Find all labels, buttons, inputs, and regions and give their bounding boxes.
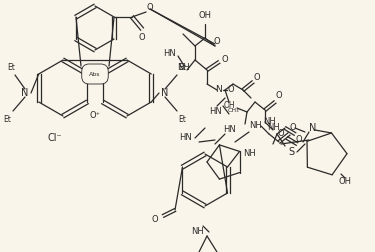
Text: Cl⁻: Cl⁻ xyxy=(48,133,62,143)
Text: OH: OH xyxy=(198,12,211,20)
Text: HN: HN xyxy=(209,108,221,116)
Text: NH: NH xyxy=(190,228,203,236)
Text: O: O xyxy=(276,91,282,101)
Text: N: N xyxy=(161,88,169,98)
Text: Et: Et xyxy=(178,114,186,123)
Text: O: O xyxy=(254,74,260,82)
Text: NH: NH xyxy=(177,64,189,73)
Text: HN: HN xyxy=(178,134,191,142)
Text: Et: Et xyxy=(178,64,186,73)
Text: O: O xyxy=(228,85,234,94)
Text: N: N xyxy=(21,88,28,98)
Text: O: O xyxy=(222,55,228,65)
Text: O: O xyxy=(278,130,284,139)
Text: OH: OH xyxy=(223,102,235,110)
Text: HN: HN xyxy=(223,125,236,135)
Text: O: O xyxy=(296,136,302,144)
Text: O: O xyxy=(147,3,153,12)
Text: NH: NH xyxy=(262,117,275,127)
Text: O: O xyxy=(290,123,296,133)
Text: Abs: Abs xyxy=(89,72,101,77)
Text: NH: NH xyxy=(249,121,261,131)
Text: OH: OH xyxy=(339,177,351,186)
Text: CH₃: CH₃ xyxy=(227,108,239,112)
Text: O⁺: O⁺ xyxy=(89,111,101,120)
Text: HN: HN xyxy=(164,49,176,58)
Text: N: N xyxy=(216,85,222,94)
Text: NH: NH xyxy=(267,123,279,133)
Text: N: N xyxy=(309,123,316,133)
Text: Et: Et xyxy=(3,114,11,123)
Text: S: S xyxy=(288,147,294,157)
Text: O: O xyxy=(139,33,146,42)
Text: O: O xyxy=(214,38,220,47)
Text: O: O xyxy=(152,215,158,225)
Text: NH: NH xyxy=(243,149,255,159)
Text: Et: Et xyxy=(7,62,15,72)
